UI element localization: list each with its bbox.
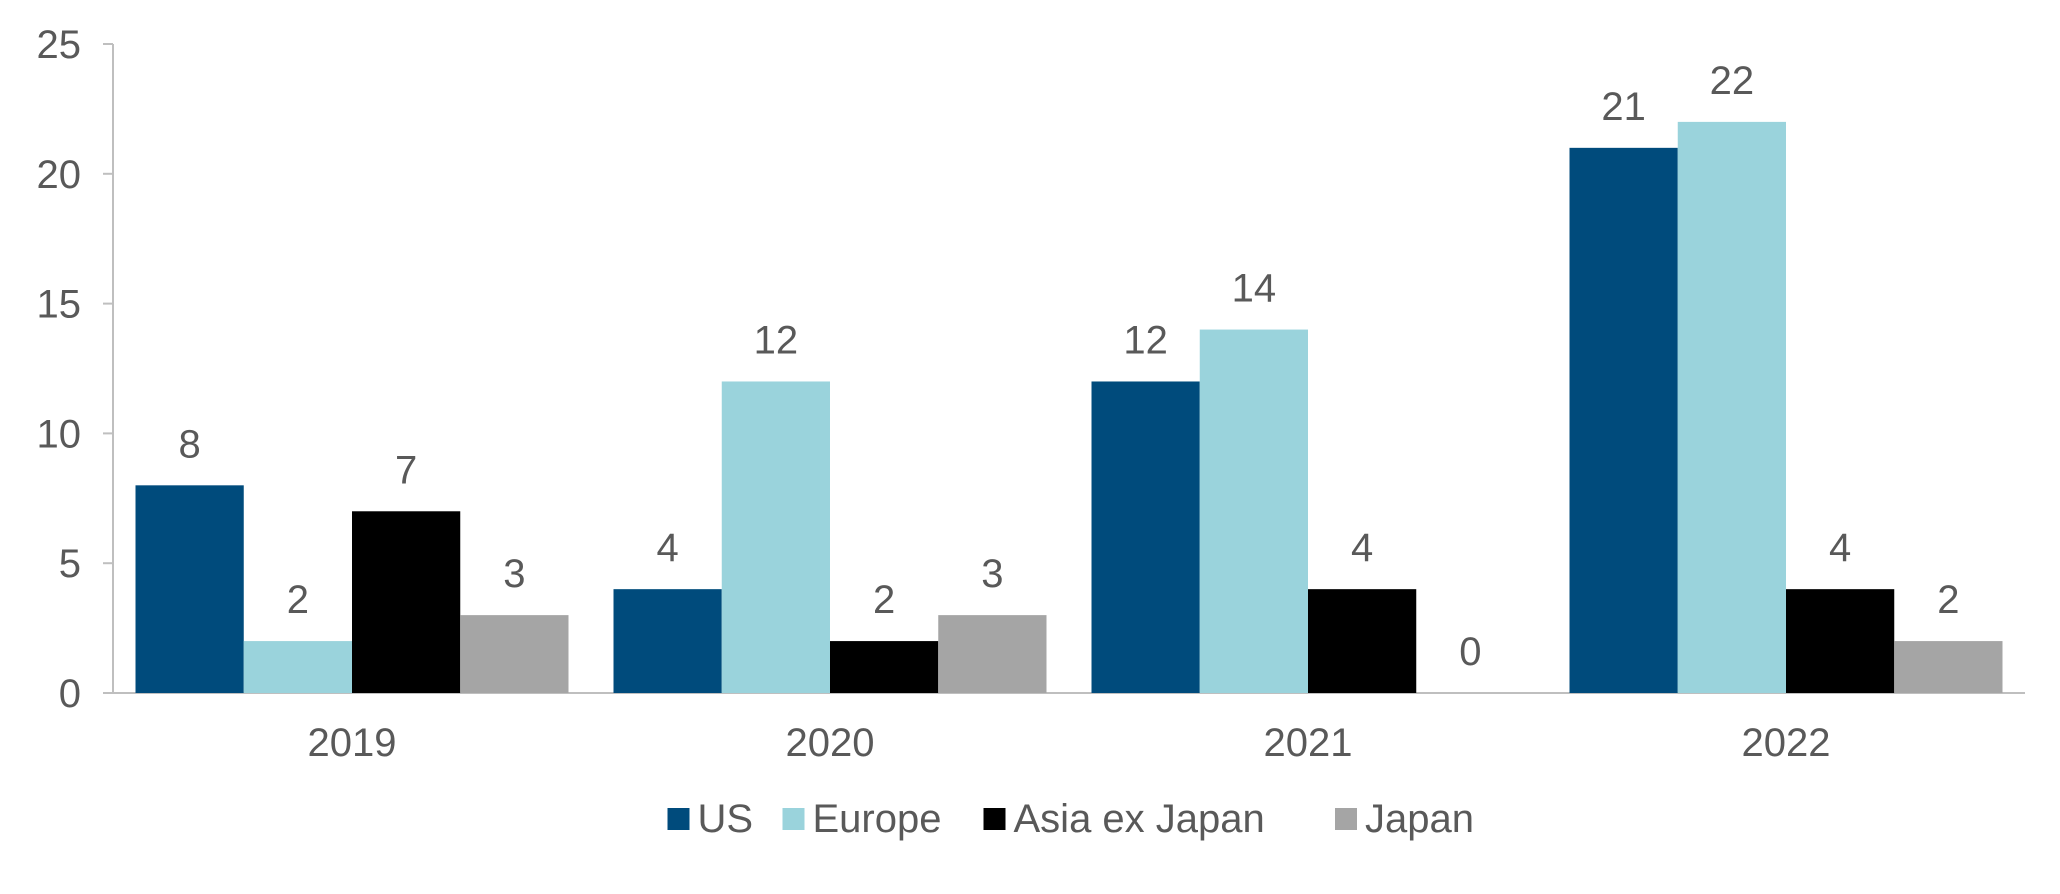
legend-swatch: [1335, 808, 1357, 830]
bar: [1308, 589, 1417, 693]
data-label: 14: [1232, 267, 1277, 311]
bars: [135, 121, 2003, 694]
y-tick-label: 20: [37, 153, 82, 197]
legend-label: Asia ex Japan: [1014, 797, 1265, 841]
data-label: 22: [1710, 59, 1755, 103]
bar: [1786, 589, 1895, 693]
data-label: 12: [1123, 318, 1168, 362]
y-tick-label: 5: [59, 542, 81, 586]
bar: [1677, 121, 1786, 693]
bar: [135, 485, 244, 693]
y-tick-label: 15: [37, 283, 82, 327]
bar: [243, 641, 352, 693]
data-label: 7: [395, 448, 417, 492]
bar: [460, 615, 569, 693]
data-label: 3: [503, 552, 525, 596]
bar: [1199, 329, 1308, 693]
y-tick-label: 0: [59, 672, 81, 716]
legend-label: US: [698, 797, 754, 841]
x-tick-label: 2019: [308, 721, 397, 765]
data-label: 4: [1351, 526, 1373, 570]
y-tick-label: 25: [37, 23, 82, 67]
legend-swatch: [782, 808, 805, 830]
x-tick-label: 2020: [786, 721, 875, 765]
legend-label: Japan: [1365, 797, 1474, 841]
data-label: 21: [1601, 85, 1646, 129]
data-label: 3: [981, 552, 1003, 596]
bar: [1894, 641, 2003, 693]
bar: [938, 615, 1047, 693]
bar: [1091, 381, 1200, 693]
data-label: 2: [287, 578, 309, 622]
data-label: 4: [1829, 526, 1851, 570]
legend-label: Europe: [813, 797, 942, 841]
legend-swatch: [983, 808, 1006, 830]
legend-swatch: [667, 808, 690, 830]
data-label: 2: [1937, 578, 1959, 622]
data-label: 12: [754, 318, 799, 362]
data-label: 2: [873, 578, 895, 622]
bar: [721, 381, 830, 693]
data-label: 8: [179, 422, 201, 466]
bar: [830, 641, 939, 693]
legend: US Europe Asia ex Japan Japan: [667, 797, 1474, 841]
bar: [1569, 147, 1678, 694]
x-tick-label: 2021: [1264, 721, 1353, 765]
data-label: 0: [1459, 630, 1481, 674]
data-labels: 8 2 7 3 4 12 2 3 12 14 4 0 21 22 4 2: [179, 59, 1960, 674]
x-tick-label: 2022: [1742, 721, 1831, 765]
data-label: 4: [657, 526, 679, 570]
bar: [352, 511, 461, 693]
bar: [613, 589, 722, 693]
y-tick-label: 10: [37, 412, 82, 456]
